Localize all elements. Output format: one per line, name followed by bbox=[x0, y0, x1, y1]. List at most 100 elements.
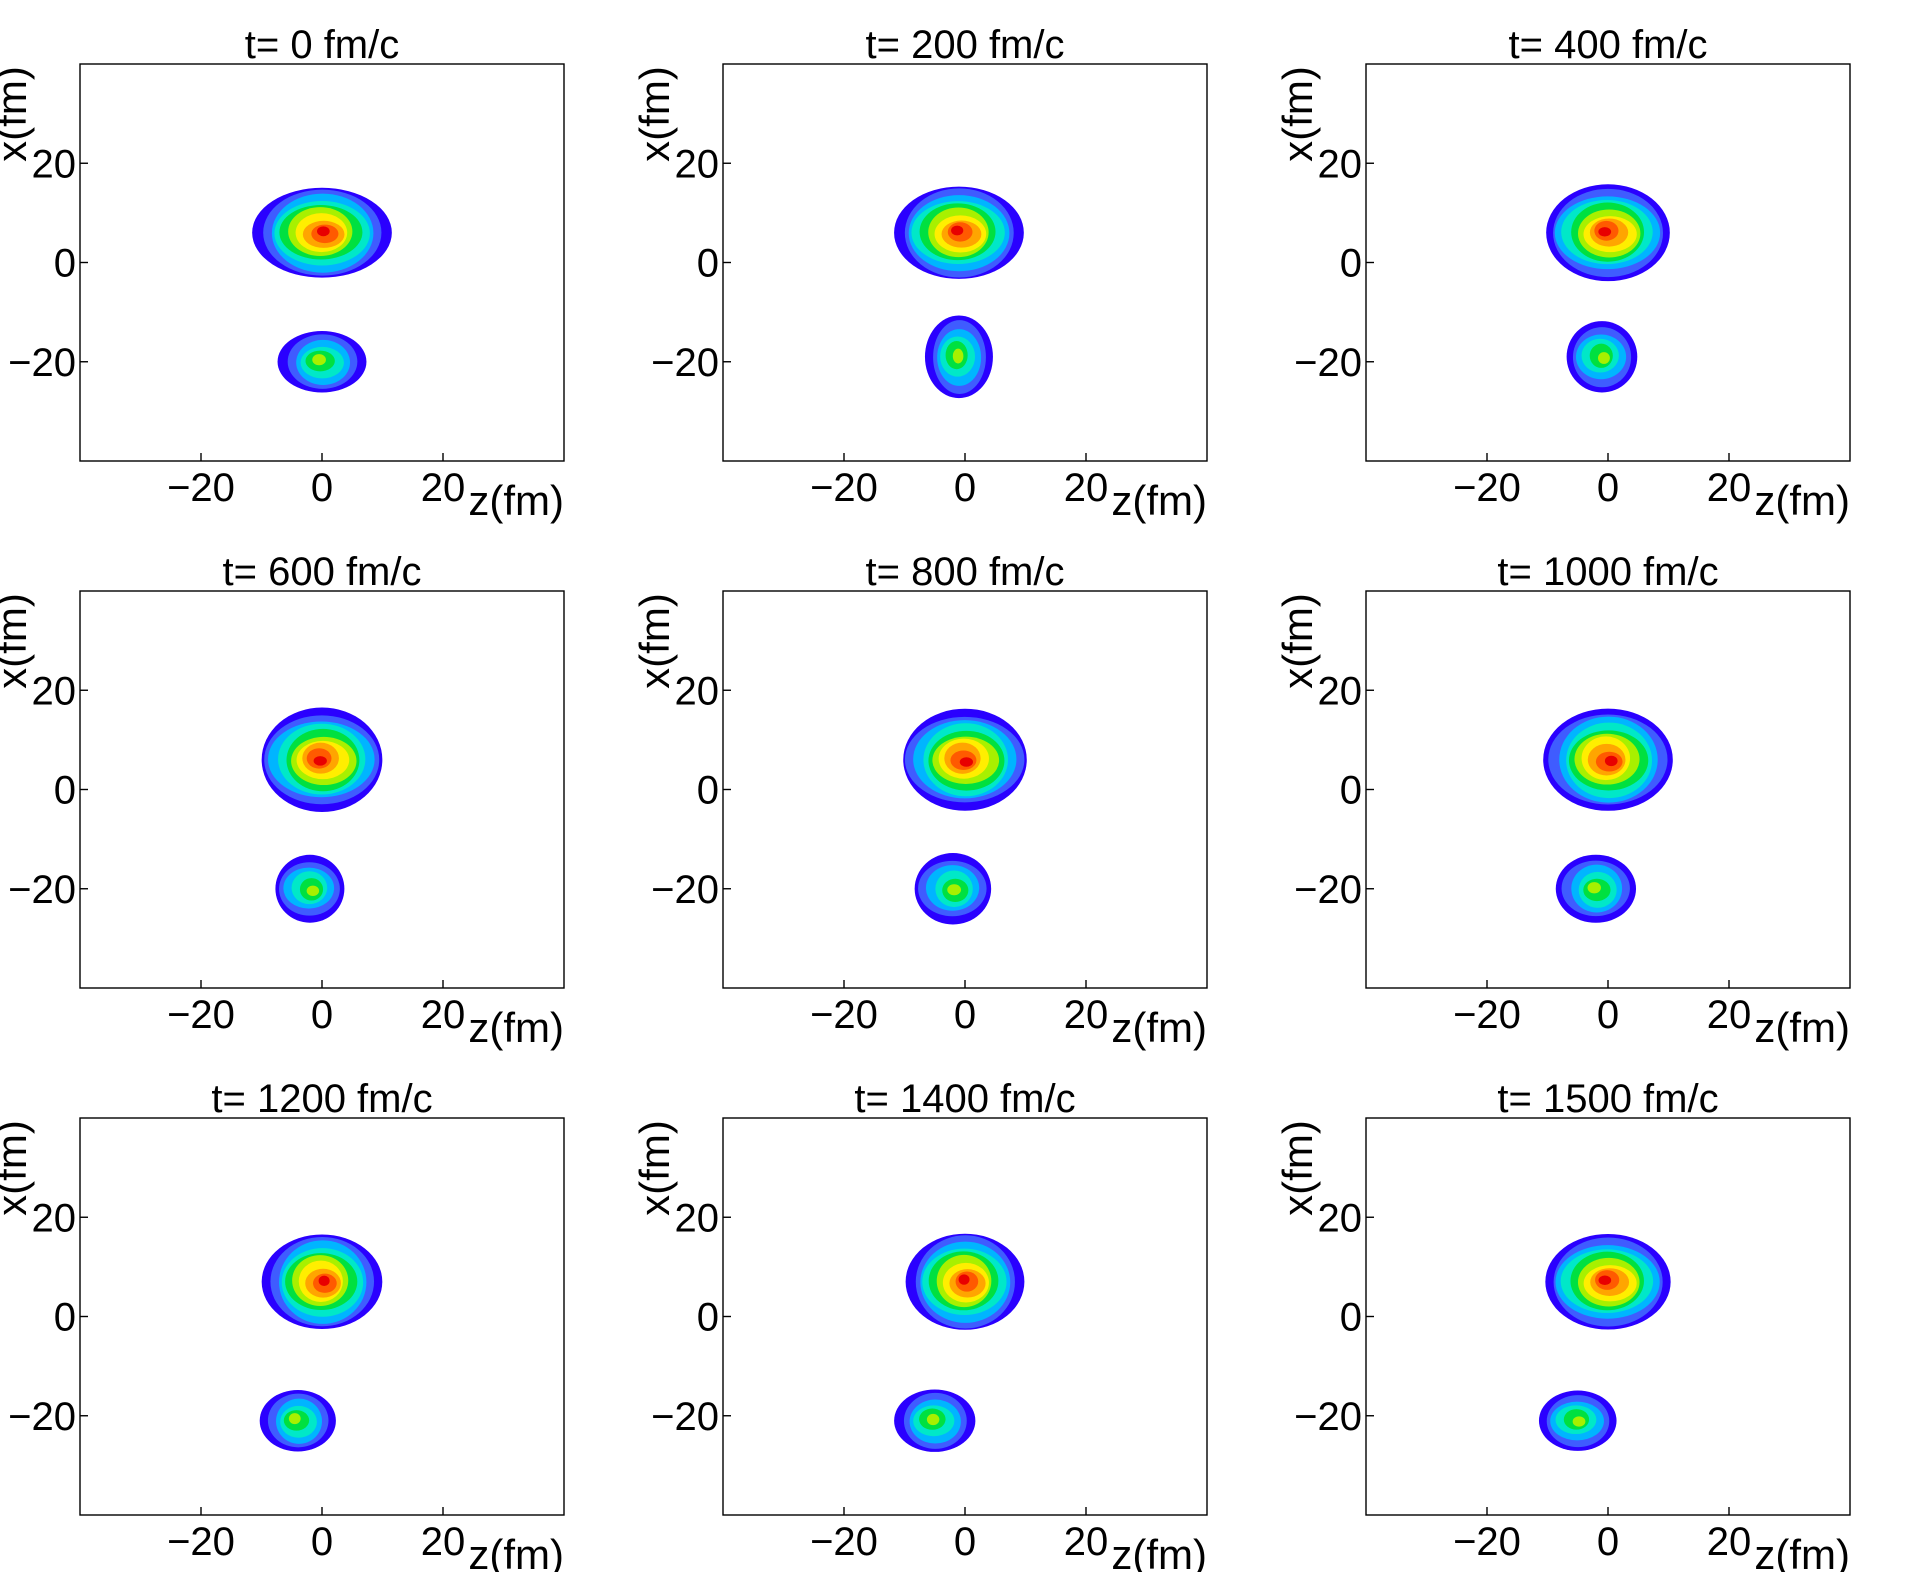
y-tick-label: 20 bbox=[675, 669, 720, 713]
panel-title: t= 1400 fm/c bbox=[854, 1077, 1075, 1121]
y-tick-label: 20 bbox=[675, 142, 720, 186]
x-tick-label: 0 bbox=[1597, 1520, 1619, 1564]
x-axis-label: z(fm) bbox=[1754, 1531, 1850, 1572]
nucleus-upper bbox=[261, 707, 383, 812]
y-axis-label: x(fm) bbox=[0, 1120, 35, 1216]
contour-level-10 bbox=[1598, 1275, 1612, 1286]
contour-level-10 bbox=[959, 757, 973, 767]
x-tick-label: 0 bbox=[311, 1520, 333, 1564]
y-axis-label: x(fm) bbox=[631, 593, 678, 689]
panel-t1500: −20 0 20 −20 0 20 t= 1500 fm/c z(fm) x(fm) bbox=[1274, 1077, 1851, 1572]
y-tick-label: 0 bbox=[697, 242, 719, 286]
x-tick-label: −20 bbox=[167, 1520, 235, 1564]
y-tick-label: 20 bbox=[32, 142, 77, 186]
panel-t1400: −20 0 20 −20 0 20 t= 1400 fm/c z(fm) x(fm) bbox=[631, 1077, 1208, 1572]
x-tick-label: 0 bbox=[311, 993, 333, 1037]
y-tick-label: 20 bbox=[32, 1196, 77, 1240]
panel-title: t= 0 fm/c bbox=[245, 23, 400, 67]
nucleus-lower bbox=[924, 315, 993, 399]
y-tick-label: 20 bbox=[32, 669, 77, 713]
contour-level-10 bbox=[951, 225, 964, 236]
x-axis-label: z(fm) bbox=[1111, 1531, 1207, 1572]
x-tick-label: 20 bbox=[421, 993, 466, 1037]
y-tick-label: 20 bbox=[675, 1196, 720, 1240]
y-tick-label: −20 bbox=[8, 341, 76, 385]
x-tick-label: −20 bbox=[1453, 1520, 1521, 1564]
x-tick-label: −20 bbox=[167, 466, 235, 510]
nucleus-lower bbox=[275, 854, 345, 923]
panel-t1200: −20 0 20 −20 0 20 t= 1200 fm/c z(fm) x(fm) bbox=[0, 1077, 565, 1572]
contour-level-10 bbox=[318, 1275, 330, 1287]
contour-level-10 bbox=[313, 756, 327, 766]
y-axis-label: x(fm) bbox=[1274, 66, 1321, 162]
contour-level-6 bbox=[1587, 882, 1601, 894]
y-axis-label: x(fm) bbox=[1274, 593, 1321, 689]
y-tick-label: 0 bbox=[54, 769, 76, 813]
x-tick-label: −20 bbox=[810, 466, 878, 510]
y-tick-label: 0 bbox=[697, 769, 719, 813]
nucleus-upper bbox=[261, 1234, 383, 1330]
nucleus-lower bbox=[894, 1389, 976, 1452]
y-tick-label: −20 bbox=[651, 868, 719, 912]
x-tick-label: 20 bbox=[421, 466, 466, 510]
y-axis-label: x(fm) bbox=[631, 66, 678, 162]
panel-title: t= 1200 fm/c bbox=[211, 1077, 432, 1121]
nucleus-upper bbox=[1545, 1233, 1671, 1330]
x-tick-label: 20 bbox=[1707, 466, 1752, 510]
x-tick-label: −20 bbox=[810, 1520, 878, 1564]
panel-t200: −20 0 20 −20 0 20 t= 200 fm/c z(fm) x(fm) bbox=[631, 23, 1208, 524]
nucleus-lower bbox=[1566, 321, 1638, 393]
panel-title: t= 1000 fm/c bbox=[1497, 550, 1718, 594]
panel-t400: −20 0 20 −20 0 20 t= 400 fm/c z(fm) x(fm) bbox=[1274, 23, 1851, 524]
y-tick-label: −20 bbox=[8, 868, 76, 912]
x-tick-label: −20 bbox=[1453, 993, 1521, 1037]
nucleus-upper bbox=[1543, 708, 1673, 811]
y-tick-label: 0 bbox=[1340, 1296, 1362, 1340]
contour-level-6 bbox=[288, 1413, 301, 1425]
x-tick-label: 0 bbox=[1597, 993, 1619, 1037]
contour-level-6 bbox=[1597, 352, 1610, 364]
x-tick-label: 20 bbox=[1707, 1520, 1752, 1564]
y-tick-label: −20 bbox=[651, 341, 719, 385]
x-tick-label: −20 bbox=[167, 993, 235, 1037]
y-axis-label: x(fm) bbox=[1274, 1120, 1321, 1216]
panel-t600: −20 0 20 −20 0 20 t= 600 fm/c z(fm) x(fm) bbox=[0, 550, 565, 1051]
x-axis-label: z(fm) bbox=[468, 477, 564, 524]
nucleus-upper bbox=[905, 1233, 1025, 1330]
nucleus-lower bbox=[259, 1389, 336, 1452]
y-tick-label: 0 bbox=[54, 1296, 76, 1340]
nucleus-upper bbox=[252, 187, 392, 278]
x-axis-label: z(fm) bbox=[468, 1531, 564, 1572]
contour-level-6 bbox=[926, 1413, 940, 1426]
x-axis-label: z(fm) bbox=[1111, 1004, 1207, 1051]
x-tick-label: −20 bbox=[1453, 466, 1521, 510]
contour-level-6 bbox=[952, 348, 964, 364]
contour-level-10 bbox=[958, 1274, 970, 1285]
x-tick-label: 20 bbox=[1064, 993, 1109, 1037]
nucleus-lower bbox=[277, 331, 367, 393]
y-axis-label: x(fm) bbox=[0, 66, 35, 162]
y-axis-label: x(fm) bbox=[0, 593, 35, 689]
contour-level-6 bbox=[312, 354, 326, 366]
x-tick-label: 0 bbox=[954, 466, 976, 510]
x-tick-label: −20 bbox=[810, 993, 878, 1037]
panel-title: t= 1500 fm/c bbox=[1497, 1077, 1718, 1121]
y-tick-label: 0 bbox=[1340, 769, 1362, 813]
y-tick-label: −20 bbox=[651, 1395, 719, 1439]
y-tick-label: −20 bbox=[1294, 868, 1362, 912]
y-tick-label: −20 bbox=[1294, 1395, 1362, 1439]
x-tick-label: 0 bbox=[954, 1520, 976, 1564]
x-tick-label: 0 bbox=[311, 466, 333, 510]
y-tick-label: 20 bbox=[1318, 142, 1363, 186]
nucleus-upper bbox=[903, 708, 1027, 811]
panel-title: t= 200 fm/c bbox=[866, 23, 1065, 67]
contour-level-6 bbox=[306, 885, 320, 897]
y-tick-label: −20 bbox=[1294, 341, 1362, 385]
panel-t1000: −20 0 20 −20 0 20 t= 1000 fm/c z(fm) x(fm) bbox=[1274, 550, 1851, 1051]
y-axis-label: x(fm) bbox=[631, 1120, 678, 1216]
x-tick-label: 20 bbox=[1064, 1520, 1109, 1564]
y-tick-label: 0 bbox=[697, 1296, 719, 1340]
x-axis-label: z(fm) bbox=[1754, 1004, 1850, 1051]
